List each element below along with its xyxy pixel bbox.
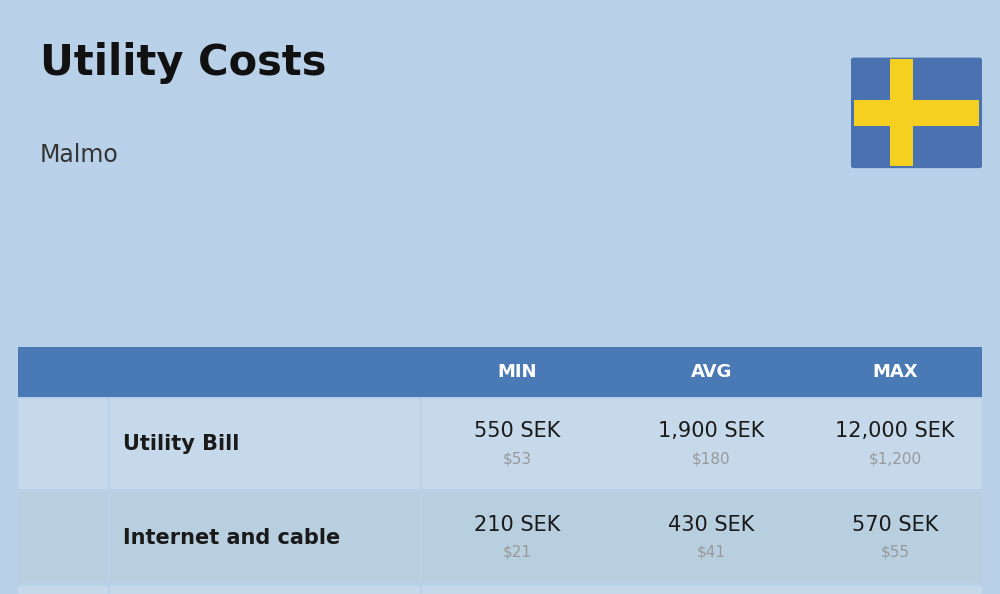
- Bar: [420, 492, 422, 583]
- Bar: [18, 492, 982, 583]
- Text: 1,900 SEK: 1,900 SEK: [658, 421, 765, 441]
- Text: AVG: AVG: [691, 363, 732, 381]
- Text: 570 SEK: 570 SEK: [852, 514, 938, 535]
- Bar: [108, 492, 110, 583]
- Text: $53: $53: [503, 451, 532, 466]
- Text: 12,000 SEK: 12,000 SEK: [835, 421, 955, 441]
- Text: $41: $41: [697, 545, 726, 560]
- Text: Malmo: Malmo: [40, 143, 119, 166]
- Bar: [18, 399, 982, 489]
- Text: Utility Costs: Utility Costs: [40, 42, 326, 84]
- Text: 430 SEK: 430 SEK: [668, 514, 755, 535]
- Bar: [420, 586, 422, 594]
- Bar: [18, 586, 982, 594]
- Bar: [854, 100, 979, 126]
- Bar: [890, 59, 913, 166]
- FancyBboxPatch shape: [851, 58, 982, 168]
- Bar: [18, 347, 982, 397]
- Text: MAX: MAX: [872, 363, 918, 381]
- Text: MIN: MIN: [498, 363, 537, 381]
- Bar: [108, 399, 110, 489]
- Bar: [108, 586, 110, 594]
- Text: $21: $21: [503, 545, 532, 560]
- Bar: [420, 399, 422, 489]
- Text: $55: $55: [881, 545, 910, 560]
- Text: $1,200: $1,200: [868, 451, 922, 466]
- Text: Internet and cable: Internet and cable: [123, 527, 340, 548]
- Text: Utility Bill: Utility Bill: [123, 434, 239, 454]
- Text: 210 SEK: 210 SEK: [474, 514, 561, 535]
- Text: $180: $180: [692, 451, 731, 466]
- Text: 550 SEK: 550 SEK: [474, 421, 561, 441]
